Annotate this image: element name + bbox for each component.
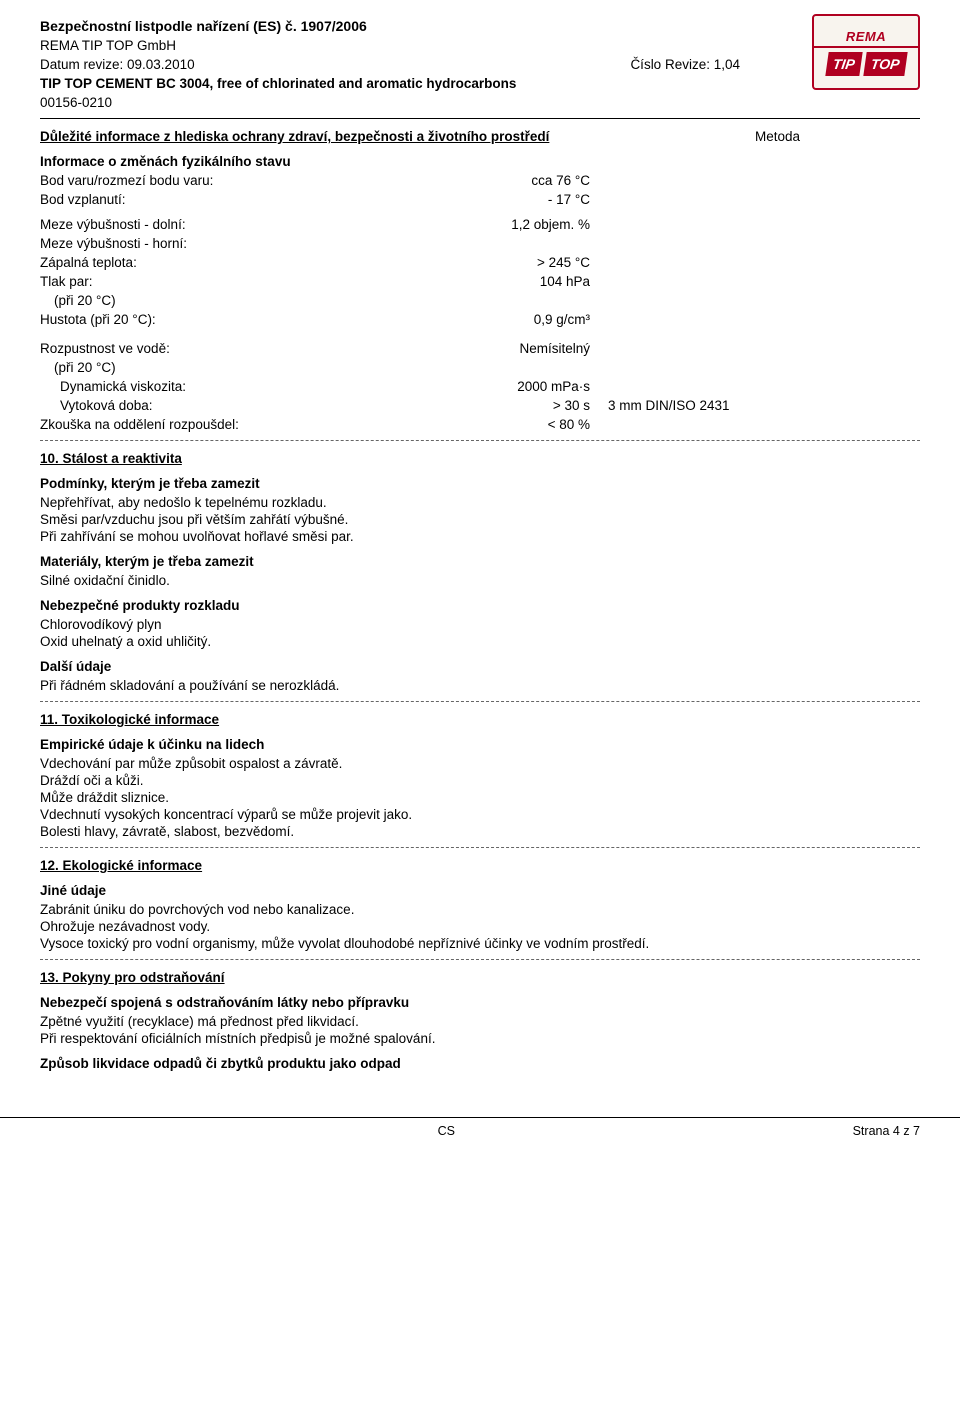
revision-number: Číslo Revize: 1,04: [630, 57, 740, 72]
method-label: Metoda: [755, 129, 800, 144]
s10-conditions-heading: Podmínky, kterým je třeba zamezit: [40, 476, 920, 491]
s10-p1: Nepřehřívat, aby nedošlo k tepelnému roz…: [40, 495, 920, 510]
boiling-point-value: cca 76 °C: [440, 173, 600, 188]
explosion-upper-label: Meze výbušnosti - horní:: [40, 236, 440, 251]
s13-hazard-heading: Nebezpečí spojená s odstraňováním látky …: [40, 995, 920, 1010]
vapor-pressure-cond: (při 20 °C): [40, 293, 440, 308]
section-divider: [40, 959, 920, 960]
s11-empirical-heading: Empirické údaje k účinku na lidech: [40, 737, 920, 752]
footer-lang: CS: [40, 1124, 853, 1138]
s12-p3: Vysoce toxický pro vodní organismy, může…: [40, 936, 920, 951]
s10-p2: Směsi par/vzduchu jsou při větším zahřát…: [40, 512, 920, 527]
logo-top-text: REMA: [814, 29, 918, 48]
density-value: 0,9 g/cm³: [440, 312, 600, 327]
s12-p1: Zabránit úniku do povrchových vod nebo k…: [40, 902, 920, 917]
section-12-heading: 12. Ekologické informace: [40, 858, 920, 873]
s11-p2: Dráždí oči a kůži.: [40, 773, 920, 788]
s10-decomp-heading: Nebezpečné produkty rozkladu: [40, 598, 920, 613]
s10-p4: Silné oxidační činidlo.: [40, 573, 920, 588]
section-divider: [40, 847, 920, 848]
solvent-sep-value: < 80 %: [440, 417, 600, 432]
vapor-pressure-label: Tlak par:: [40, 274, 440, 289]
revision-date: Datum revize: 09.03.2010: [40, 57, 195, 72]
footer-page: Strana 4 z 7: [853, 1124, 920, 1138]
brand-logo: REMA TIP TOP: [812, 14, 920, 90]
s13-disposal-heading: Způsob likvidace odpadů či zbytků produk…: [40, 1056, 920, 1071]
logo-word-tip: TIP: [825, 52, 862, 76]
boiling-point-label: Bod varu/rozmezí bodu varu:: [40, 173, 440, 188]
phys-heading: Informace o změnách fyzikálního stavu: [40, 154, 920, 169]
flash-point-value: - 17 °C: [440, 192, 600, 207]
s10-materials-heading: Materiály, kterým je třeba zamezit: [40, 554, 920, 569]
ignition-temp-value: > 245 °C: [440, 255, 600, 270]
logo-word-top: TOP: [863, 52, 907, 76]
flash-point-label: Bod vzplanutí:: [40, 192, 440, 207]
ignition-temp-label: Zápalná teplota:: [40, 255, 440, 270]
section-divider: [40, 701, 920, 702]
explosion-lower-value: 1,2 objem. %: [440, 217, 600, 232]
s11-p5: Bolesti hlavy, závratě, slabost, bezvědo…: [40, 824, 920, 839]
section-13-heading: 13. Pokyny pro odstraňování: [40, 970, 920, 985]
s11-p3: Může dráždit sliznice.: [40, 790, 920, 805]
viscosity-value: 2000 mPa·s: [440, 379, 600, 394]
s13-p2: Při respektování oficiálních místních př…: [40, 1031, 920, 1046]
viscosity-label: Dynamická viskozita:: [40, 379, 440, 394]
s11-p1: Vdechování par může způsobit ospalost a …: [40, 756, 920, 771]
company-name: REMA TIP TOP GmbH: [40, 38, 800, 53]
density-label: Hustota (při 20 °C):: [40, 312, 440, 327]
flow-time-method: 3 mm DIN/ISO 2431: [600, 398, 800, 413]
water-solubility-value: Nemísitelný: [440, 341, 600, 356]
s13-p1: Zpětné využití (recyklace) má přednost p…: [40, 1014, 920, 1029]
section-divider: [40, 440, 920, 441]
explosion-lower-label: Meze výbušnosti - dolní:: [40, 217, 440, 232]
s10-p6: Oxid uhelnatý a oxid uhličitý.: [40, 634, 920, 649]
product-name: TIP TOP CEMENT BC 3004, free of chlorina…: [40, 76, 800, 91]
section-10-heading: 10. Stálost a reaktivita: [40, 451, 920, 466]
water-solubility-cond: (při 20 °C): [40, 360, 440, 375]
s12-p2: Ohrožuje nezávadnost vody.: [40, 919, 920, 934]
section-11-heading: 11. Toxikologické informace: [40, 712, 920, 727]
header-divider: [40, 118, 920, 119]
page-footer: CS Strana 4 z 7: [0, 1117, 960, 1138]
s10-p7: Při řádném skladování a používání se ner…: [40, 678, 920, 693]
flow-time-label: Vytoková doba:: [40, 398, 440, 413]
doc-title: Bezpečnostní listpodle nařízení (ES) č. …: [40, 18, 800, 34]
s11-p4: Vdechnutí vysokých koncentrací výparů se…: [40, 807, 920, 822]
flow-time-value: > 30 s: [440, 398, 600, 413]
s10-p3: Při zahřívání se mohou uvolňovat hořlavé…: [40, 529, 920, 544]
s12-other-heading: Jiné údaje: [40, 883, 920, 898]
solvent-sep-label: Zkouška na oddělení rozpoušdel:: [40, 417, 440, 432]
s10-other-heading: Další údaje: [40, 659, 920, 674]
product-code: 00156-0210: [40, 95, 800, 110]
vapor-pressure-value: 104 hPa: [440, 274, 600, 289]
water-solubility-label: Rozpustnost ve vodě:: [40, 341, 440, 356]
s10-p5: Chlorovodíkový plyn: [40, 617, 920, 632]
